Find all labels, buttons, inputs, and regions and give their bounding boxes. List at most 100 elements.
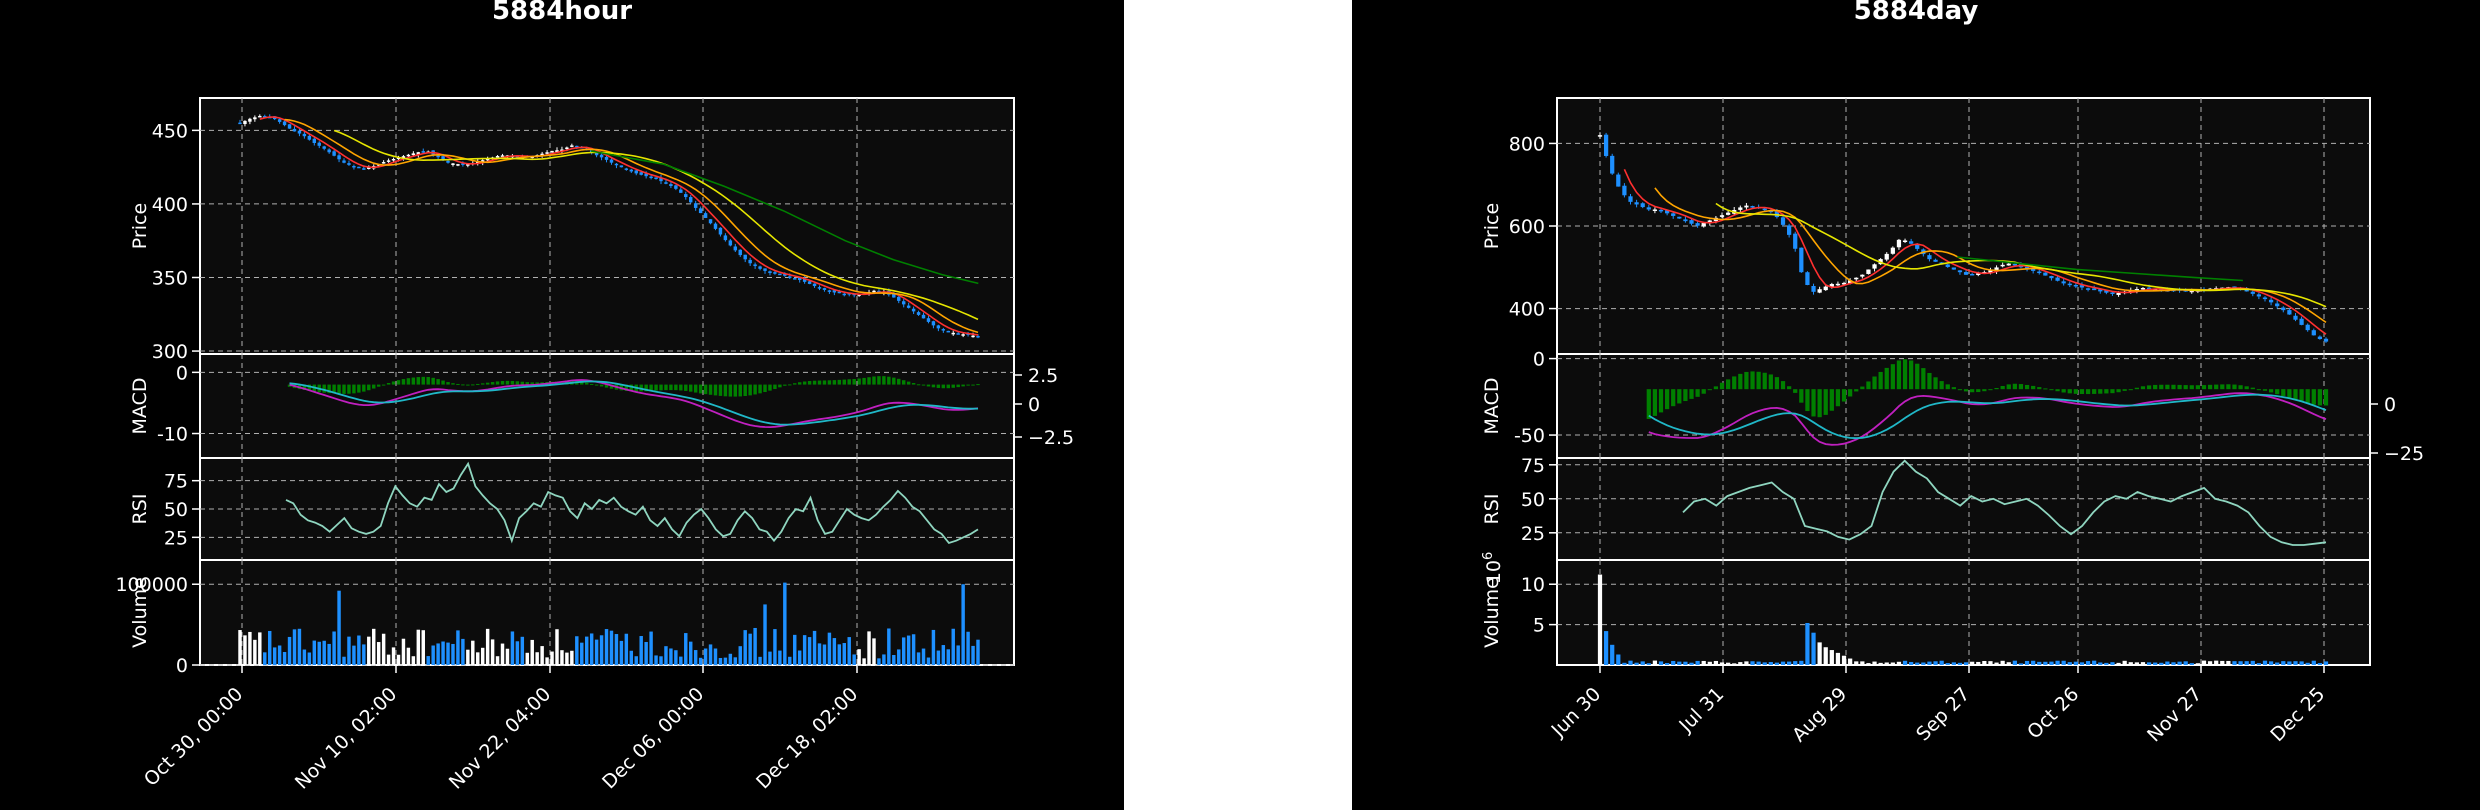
macd-hist-bar [1738,373,1743,390]
macd-hist-bar [396,380,401,385]
volume-bar [525,652,529,665]
candle-body [1896,239,1902,248]
volume-bar [2317,663,2323,665]
volume-bar [619,640,624,665]
volume-bar [2134,662,2139,665]
macd-hist-bar [2262,389,2268,391]
volume-bar [713,648,718,665]
candle-body [560,149,564,152]
volume-bar [1878,662,1883,665]
volume-bar [614,634,619,665]
macd-hist-bar [1915,363,1920,390]
candle-body [892,294,896,298]
candle-body [788,276,792,278]
volume-bar [951,628,955,665]
candle-body [758,266,762,269]
candle-body [277,119,282,122]
candle-body [1793,233,1798,249]
macd-hist-bar [2183,385,2188,390]
volume-bar [961,584,965,665]
candle-body [1738,207,1743,210]
volume-bar [1652,660,1658,665]
volume-bar [887,628,891,665]
candle-body [1787,225,1792,235]
candle-body [604,157,609,160]
volume-bar [386,654,391,665]
volume-bar [2177,661,2182,665]
macd-hist-bar [1854,389,1859,392]
volume-bar [946,649,951,665]
volume-bar [698,657,703,665]
volume-bar [530,639,534,665]
candle-body [1970,273,1975,276]
candle-body [941,329,946,331]
candle-body [748,259,752,264]
macd-hist-bar [446,382,450,385]
macd-hist-bar [793,383,797,385]
volume-bars [238,582,980,665]
candle-body [2275,303,2280,307]
volume-bar [362,644,366,665]
macd-hist-bar [713,384,718,396]
candle-body [2323,338,2329,342]
macd-hist-bar [1799,389,1804,403]
volume-bar [852,654,856,665]
volume-bar [1664,662,1670,665]
candle-body [2037,271,2042,274]
macd-hist-bar [2092,389,2097,394]
volume-bar [728,653,733,665]
candle-body [2134,289,2139,292]
volume-bar [287,636,292,665]
candle-body [411,153,416,156]
candles [1597,132,2329,343]
macd-hist-bar [822,380,827,385]
volume-bar [2061,660,2066,665]
volume-bar [2159,662,2164,665]
candle-body [1597,135,1603,137]
macd-hist-bar [674,384,678,391]
volume-bar [674,650,678,665]
macd-hist-bar [1750,371,1755,390]
macd-hist-bar [1988,389,1993,391]
macd-hist-bar [530,382,534,385]
ma-fast-line [259,116,979,336]
macd-hist-bar [1890,364,1895,390]
macd-hist-bar [976,384,980,386]
macd-hist-bar [1963,389,1969,392]
macd-hist-bar [1933,377,1938,390]
candle-body [2317,336,2323,340]
volume-exponent-power: 6 [1481,552,1496,560]
candle-body [2067,283,2072,286]
volume-bar [1616,654,1621,665]
macd-hist-bar [2146,385,2152,390]
macd-hist-bar [416,377,421,385]
macd-hist-bar [1768,374,1773,390]
volume-bar [708,644,713,665]
volume-bar [456,630,460,665]
macd-hist-bar [2128,389,2133,391]
candle-body [926,318,931,322]
volume-bar [1713,660,1719,665]
volume-bar [906,635,911,665]
macd-hist-bar [852,378,856,385]
macd-hist-bar [589,383,594,385]
macd-hist-bar [302,384,307,390]
macd-hist-bar [1939,381,1944,390]
volume-bar [1646,663,1651,665]
volume-bar [2049,661,2054,665]
candle-body [693,203,698,208]
volume-bar [580,642,584,665]
volume-bar [921,648,926,665]
volume-bar [594,639,599,665]
macd-hist-bar [2055,389,2060,392]
macd-hist-bar [307,384,312,391]
volume-bar [1927,661,1932,665]
x-tick-label: Nov 10, 02:00 [291,683,401,793]
volume-bar [277,645,282,665]
volume-bar [1610,644,1615,665]
x-tick-label: Nov 22, 04:00 [445,683,555,793]
macd-hist-bar [2031,385,2036,390]
candle-body [1854,277,1859,280]
candle-body [282,121,287,126]
volume-bar [1957,662,1963,665]
